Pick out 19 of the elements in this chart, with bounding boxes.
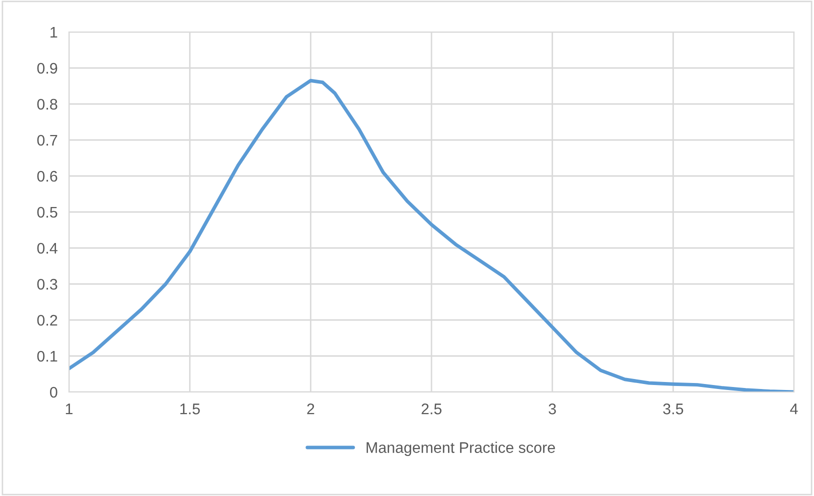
y-tick-label: 0.5 <box>37 206 58 218</box>
y-tick-label: 0.6 <box>37 170 58 182</box>
x-tick-label: 3 <box>548 404 556 414</box>
x-tick-label: 3.5 <box>663 404 684 414</box>
legend-label: Management Practice score <box>366 442 555 456</box>
x-tick-label: 4 <box>790 404 798 414</box>
y-tick-label: 0.8 <box>37 98 58 110</box>
x-tick-label: 2.5 <box>422 404 442 414</box>
y-tick-label: 0.1 <box>37 350 58 362</box>
y-tick-label: 1 <box>50 27 58 38</box>
y-tick-label: 0.4 <box>37 242 58 254</box>
y-tick-label: 0 <box>50 386 58 398</box>
y-tick-label: 0.7 <box>37 134 58 146</box>
y-tick-label: 0.2 <box>37 314 58 326</box>
y-tick-label: 0.3 <box>37 278 58 290</box>
y-tick-label: 0.9 <box>37 62 58 74</box>
x-tick-label: 2 <box>307 404 314 414</box>
x-tick-label: 1 <box>66 404 73 414</box>
x-tick-label: 1.5 <box>180 404 200 414</box>
